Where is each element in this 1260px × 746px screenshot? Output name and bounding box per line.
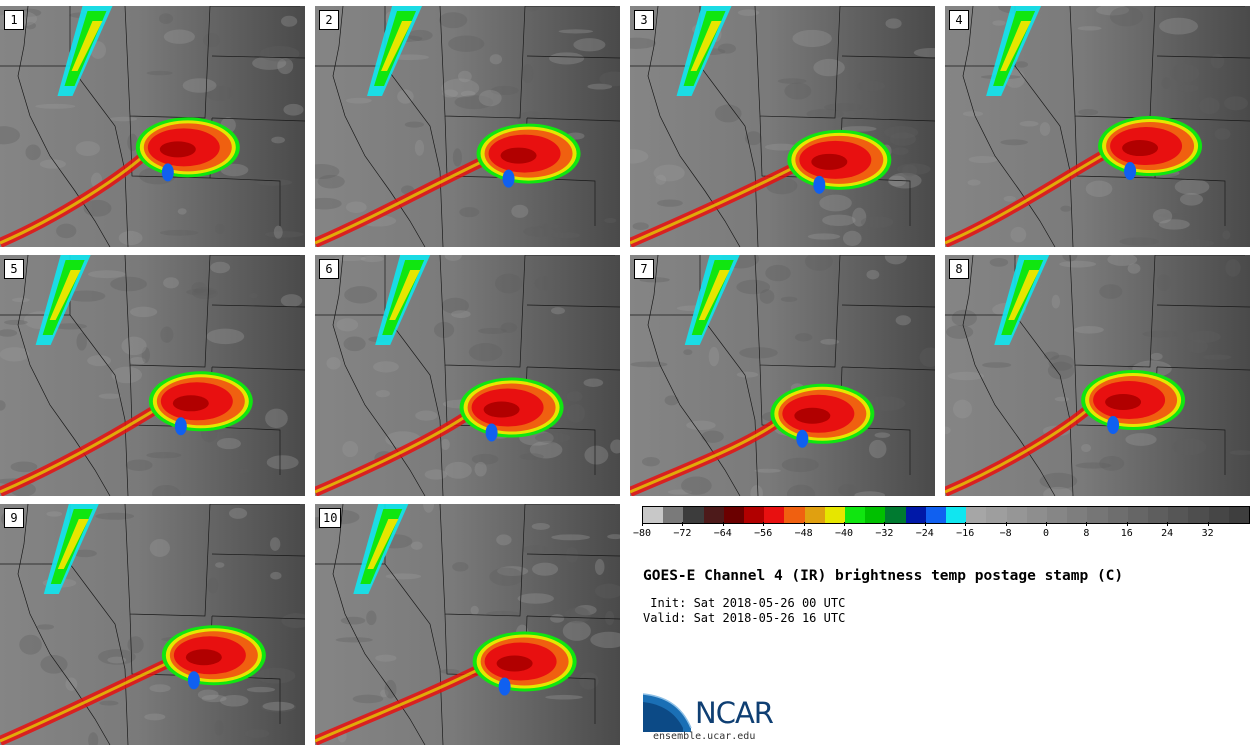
ensemble-member-panel: 7 [630,255,935,496]
colorbar-segment [925,507,947,523]
colorbar-tick [1126,522,1128,526]
colorbar-segment [1067,507,1088,523]
colorbar-tick-label: −32 [875,528,894,539]
colorbar-segment [683,507,704,523]
colorbar-tick-label: −72 [673,528,692,539]
colorbar-tick [803,522,805,526]
colorbar-segment [1148,507,1169,523]
ensemble-url: ensemble.ucar.edu [653,731,756,742]
colorbar-tick [1207,522,1209,526]
colorbar-segment [1127,507,1149,523]
colorbar-segment [824,507,846,523]
member-number-label: 5 [4,259,24,279]
colorbar-tick-label: 24 [1161,528,1174,539]
colorbar-segment [1047,507,1068,523]
satellite-ir-map [0,6,305,247]
member-number-label: 9 [4,508,24,528]
ensemble-member-panel: 8 [945,255,1250,496]
colorbar-tick [763,522,765,526]
colorbar-tick-label: −40 [834,528,854,539]
ensemble-member-panel: 9 [0,504,305,745]
colorbar-tick-labels: −80 −72 −64 −56 −48 −40 −32 −24 −16 −8 0 8 16 24 32 [633,522,1248,544]
colorbar-segment [845,507,866,523]
satellite-ir-map [945,6,1250,247]
valid-time: Valid: Sat 2018-05-26 16 UTC [643,611,846,625]
colorbar-segment [703,507,724,523]
colorbar-segment [1107,507,1128,523]
member-number-label: 10 [319,508,342,528]
ensemble-member-panel: 6 [315,255,620,496]
satellite-ir-map [945,255,1250,496]
ncar-logo-text: NCAR [695,696,774,730]
ensemble-member-panel: 2 [315,6,620,247]
satellite-ir-map [630,6,935,247]
colorbar-segment [905,507,926,523]
colorbar-segment [1228,507,1250,523]
colorbar-segment [744,507,765,523]
ensemble-member-panel: 5 [0,255,305,496]
colorbar-segment [986,507,1007,523]
colorbar-segment [643,507,664,523]
colorbar-tick [642,522,643,526]
colorbar-segment [764,507,785,523]
colorbar-tick-label: 16 [1120,528,1133,539]
ncar-logo-icon [643,693,692,732]
colorbar-segment [966,507,987,523]
colorbar-tick-label: 32 [1201,528,1214,539]
member-number-label: 3 [634,10,654,30]
ensemble-member-panel: 1 [0,6,305,247]
figure-title: GOES-E Channel 4 (IR) brightness temp po… [643,568,1124,584]
colorbar-tick-label: 8 [1083,528,1090,539]
colorbar-segment [723,507,745,523]
colorbar-tick [682,522,684,526]
ensemble-member-panel: 4 [945,6,1250,247]
member-number-label: 7 [634,259,654,279]
colorbar-segment [1168,507,1189,523]
colorbar-segment [784,507,805,523]
colorbar-segment [1087,507,1108,523]
satellite-ir-map [315,255,620,496]
colorbar-tick-label: −16 [956,528,975,539]
colorbar-segment [1188,507,1209,523]
colorbar-segment [1208,507,1229,523]
satellite-ir-map [315,6,620,247]
colorbar-tick [844,522,845,526]
colorbar-tick-label: −24 [915,528,934,539]
colorbar-tick-label: −56 [754,528,773,539]
member-number-label: 6 [319,259,339,279]
colorbar-segment [804,507,825,523]
colorbar-tick-label: −64 [713,528,732,539]
colorbar-tick [1005,522,1007,526]
colorbar-tick [1046,522,1047,526]
member-number-label: 1 [4,10,24,30]
member-number-label: 2 [319,10,339,30]
colorbar-segment [885,507,906,523]
colorbar-tick-label: −8 [999,528,1012,539]
colorbar-tick-label: 0 [1042,528,1050,539]
colorbar-segment [865,507,886,523]
ensemble-member-panel: 3 [630,6,935,247]
colorbar-tick-label: −48 [794,528,813,539]
temperature-colorbar [642,506,1250,524]
member-number-label: 8 [949,259,969,279]
ensemble-member-panel: 10 [315,504,620,745]
satellite-ir-map [630,255,935,496]
colorbar-tick [1167,522,1169,526]
colorbar-segment [1026,507,1048,523]
satellite-ir-map [315,504,620,745]
colorbar-tick [924,522,926,526]
satellite-ir-map [0,504,305,745]
colorbar-tick [1086,522,1088,526]
colorbar-segment [663,507,684,523]
colorbar-segment [946,507,967,523]
member-number-label: 4 [949,10,969,30]
colorbar-tick-label: −80 [632,528,652,539]
satellite-ir-map [0,255,305,496]
colorbar-tick [884,522,886,526]
init-time: Init: Sat 2018-05-26 00 UTC [643,596,846,610]
colorbar-tick [722,522,724,526]
colorbar-tick [965,522,967,526]
colorbar-segment [1006,507,1027,523]
